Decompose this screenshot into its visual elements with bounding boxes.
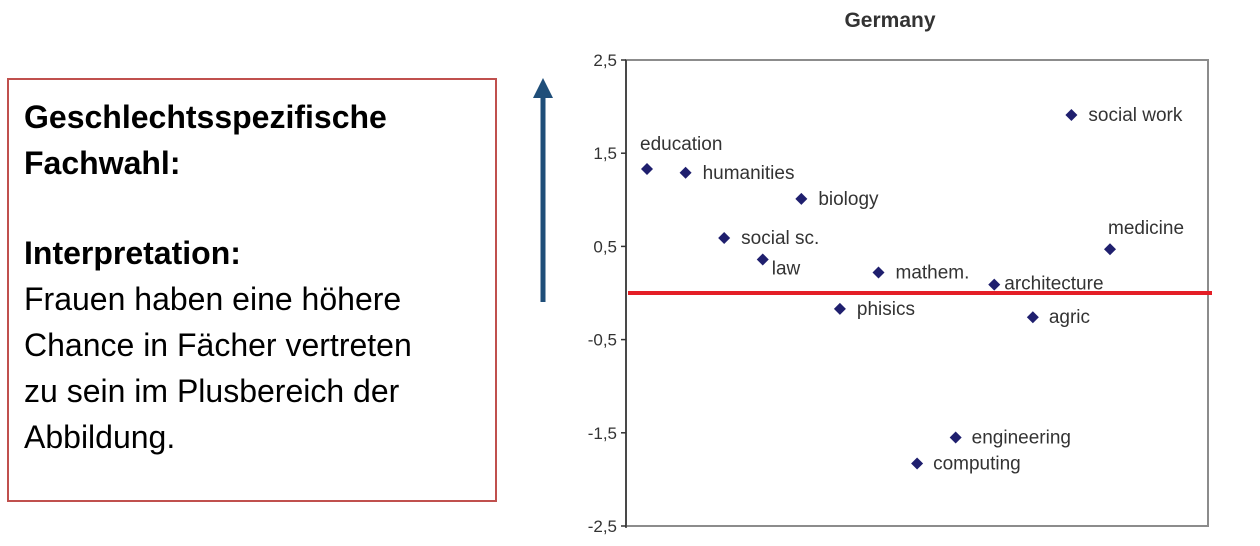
interpretation-line-2: Chance in Fächer vertreten: [24, 327, 412, 363]
y-tick-label: -0,5: [588, 331, 617, 350]
interpretation-line-3: zu sein im Plusbereich der: [24, 373, 400, 409]
chart-title: Germany: [844, 9, 936, 32]
data-point-label: engineering: [972, 427, 1071, 448]
interpretation-line-1: Frauen haben eine höhere: [24, 281, 402, 317]
data-point-marker: [833, 302, 846, 315]
data-point-marker: [641, 163, 653, 176]
up-arrow-icon: [528, 76, 558, 306]
data-point-marker: [795, 192, 808, 205]
data-point-label: agric: [1049, 307, 1090, 328]
data-points: education humanities social sc. law biology p…: [640, 105, 1184, 475]
data-point-label: social sc.: [741, 228, 819, 249]
spacer: [24, 186, 481, 230]
data-point-label: education: [640, 134, 722, 155]
heading-line-1: Geschlechtsspezifische: [24, 99, 387, 135]
y-tick-label: 0,5: [593, 237, 617, 256]
interpretation-textbox: Geschlechtsspezifische Fachwahl: Interpr…: [7, 78, 497, 502]
y-tick-label: -1,5: [588, 424, 617, 443]
data-point-label: computing: [933, 454, 1021, 475]
data-point-marker: [718, 232, 731, 245]
data-point-marker: [988, 278, 1001, 291]
data-point-marker: [1065, 108, 1078, 121]
data-point-marker: [911, 457, 924, 470]
data-point-label: humanities: [703, 163, 795, 184]
scatter-chart: Germany 2,5 1,5 0,5 -0,5 -1,5 -2,5 education h…: [537, 0, 1260, 541]
data-point-marker: [1026, 311, 1039, 324]
y-tick-label: -2,5: [588, 517, 617, 536]
y-axis: 2,5 1,5 0,5 -0,5 -1,5 -2,5: [588, 51, 627, 536]
data-point-marker: [756, 253, 769, 266]
data-point-label: law: [772, 258, 801, 279]
interpretation-label: Interpretation:: [24, 235, 241, 271]
y-tick-label: 1,5: [593, 144, 617, 163]
data-point-label: phisics: [857, 299, 915, 320]
data-point-label: architecture: [1004, 274, 1103, 295]
chart-svg: 2,5 1,5 0,5 -0,5 -1,5 -2,5 education humanitie…: [537, 47, 1212, 536]
heading-line-2: Fachwahl:: [24, 145, 181, 181]
data-point-marker: [679, 166, 692, 179]
data-point-marker: [949, 431, 962, 444]
data-point-label: mathem.: [896, 262, 970, 283]
interpretation-line-4: Abbildung.: [24, 419, 176, 455]
data-point-label: social work: [1088, 105, 1182, 126]
data-point-marker: [1104, 243, 1116, 256]
y-tick-label: 2,5: [593, 51, 617, 70]
data-point-label: biology: [818, 189, 879, 210]
data-point-label: medicine: [1108, 218, 1184, 239]
data-point-marker: [872, 266, 885, 279]
